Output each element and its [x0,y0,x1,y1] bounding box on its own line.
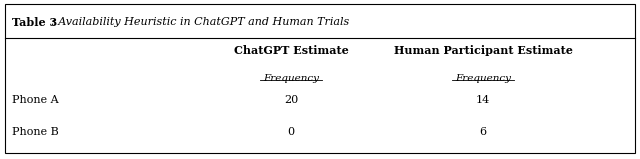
Text: : Availability Heuristic in ChatGPT and Human Trials: : Availability Heuristic in ChatGPT and … [51,17,349,27]
Text: Phone B: Phone B [12,127,58,137]
Text: Phone A: Phone A [12,95,58,105]
Text: ChatGPT Estimate: ChatGPT Estimate [234,45,349,55]
Text: 0: 0 [287,127,295,137]
Text: Table 3: Table 3 [12,17,57,28]
Text: Frequency: Frequency [263,74,319,83]
Text: Human Participant Estimate: Human Participant Estimate [394,45,573,55]
Text: 20: 20 [284,95,298,105]
Text: 6: 6 [479,127,487,137]
Text: Frequency: Frequency [455,74,511,83]
Text: 14: 14 [476,95,490,105]
